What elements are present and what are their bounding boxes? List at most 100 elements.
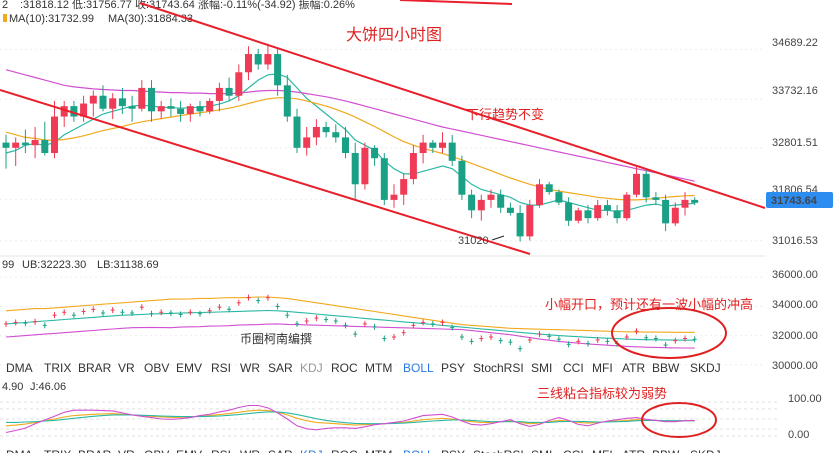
candle-body [274, 54, 282, 86]
tab-bottom-psy[interactable]: PSY [441, 448, 465, 453]
candle-body [254, 54, 262, 65]
candle [21, 129, 29, 154]
tab-bottom-mfi[interactable]: MFI [592, 448, 613, 453]
tab-atr[interactable]: ATR [622, 361, 645, 375]
candle-body [186, 106, 194, 114]
candle-body [332, 132, 340, 138]
candle [138, 80, 146, 112]
candle [322, 121, 330, 138]
tab-roc[interactable]: ROC [331, 361, 358, 375]
tab-emv[interactable]: EMV [176, 361, 202, 375]
tab-bottom-stochrsi[interactable]: StochRSI [473, 448, 524, 453]
tab-bottom-roc[interactable]: ROC [331, 448, 358, 453]
tab-bottom-trix[interactable]: TRIX [44, 448, 71, 453]
tab-dma[interactable]: DMA [6, 361, 33, 375]
candle [235, 64, 243, 101]
tab-bottom-smi[interactable]: SMI [531, 448, 552, 453]
tab-bottom-boll[interactable]: BOLL [403, 448, 434, 453]
ma-line-ma60 [5, 69, 695, 182]
candle [691, 197, 699, 206]
tab-bottom-vr[interactable]: VR [118, 448, 135, 453]
candle [458, 155, 466, 200]
candle [487, 189, 495, 208]
candle-body [409, 153, 417, 180]
candle [351, 142, 359, 200]
header-prefix: 2 [2, 0, 8, 11]
candle [186, 103, 194, 122]
candle-body [371, 147, 379, 159]
candle [332, 124, 340, 143]
tab-bottom-wr[interactable]: WR [240, 448, 260, 453]
ma-line-ma30 [5, 97, 695, 201]
tab-bottom-atr[interactable]: ATR [622, 448, 645, 453]
tab-mtm[interactable]: MTM [365, 361, 392, 375]
candle-body [594, 205, 602, 219]
candle [603, 199, 611, 216]
tab-obv[interactable]: OBV [144, 361, 169, 375]
tab-mfi[interactable]: MFI [592, 361, 613, 375]
tab-skdj[interactable]: SKDJ [690, 361, 721, 375]
tab-trix[interactable]: TRIX [44, 361, 71, 375]
candle-body [448, 142, 456, 161]
tab-bottom-dma[interactable]: DMA [6, 448, 33, 453]
candle-body [283, 85, 291, 117]
kdj-tick-1: 100.00 [788, 393, 822, 405]
tab-bottom-emv[interactable]: EMV [176, 448, 202, 453]
candle [419, 134, 427, 164]
candle [642, 168, 650, 203]
ma30-label: MA(30):31884.33 [108, 13, 193, 25]
tab-bottom-kdj[interactable]: KDJ [300, 448, 323, 453]
candle [274, 48, 282, 96]
candle [681, 192, 689, 216]
candle [545, 181, 553, 195]
tab-wr[interactable]: WR [240, 361, 260, 375]
candle [633, 166, 640, 198]
candle-body [652, 197, 660, 200]
indicator-tabs: DMA TRIX BRAR VR OBV EMV RSI WR SAR KDJ ROC MTM BOLL… [6, 361, 721, 375]
tab-sar[interactable]: SAR [268, 361, 293, 375]
tab-cci[interactable]: CCI [563, 361, 584, 375]
tab-bottom-rsi[interactable]: RSI [211, 448, 231, 453]
tab-bottom-brar[interactable]: BRAR [78, 448, 112, 453]
candle-body [545, 184, 553, 193]
candle [157, 100, 165, 120]
candle [361, 142, 369, 190]
candle-body [691, 199, 699, 203]
candle-body [235, 72, 243, 96]
kdj-j-line [5, 404, 695, 434]
candle-body [303, 137, 311, 148]
main-candles [2, 43, 699, 242]
candle [497, 189, 505, 213]
candle-body [118, 98, 126, 107]
tab-boll[interactable]: BOLL [403, 361, 434, 375]
candle [312, 119, 320, 146]
tab-psy[interactable]: PSY [441, 361, 465, 375]
candle-body [633, 173, 640, 195]
candle-body [51, 116, 58, 154]
tab-bbw[interactable]: BBW [652, 361, 680, 375]
tab-stochrsi[interactable]: StochRSI [473, 361, 524, 375]
candle [215, 82, 223, 112]
tab-kdj[interactable]: KDJ [300, 361, 323, 375]
tab-brar[interactable]: BRAR [78, 361, 112, 375]
ma10-swatch [3, 14, 7, 22]
candle [245, 46, 252, 81]
tab-bottom-cci[interactable]: CCI [563, 448, 584, 453]
tab-vr[interactable]: VR [118, 361, 135, 375]
boll-mb-line [5, 309, 695, 341]
candle-body [681, 199, 689, 208]
kdj-tick-2: 0.00 [788, 429, 809, 441]
tab-rsi[interactable]: RSI [211, 361, 231, 375]
tab-bottom-obv[interactable]: OBV [144, 448, 169, 453]
candle [468, 189, 476, 219]
candle-body [526, 205, 534, 237]
tab-bottom-mtm[interactable]: MTM [365, 448, 392, 453]
candle [555, 189, 563, 206]
tab-bottom-sar[interactable]: SAR [268, 448, 293, 453]
candle-body [574, 210, 582, 221]
tab-smi[interactable]: SMI [531, 361, 552, 375]
tab-bottom-skdj[interactable]: SKDJ [690, 448, 721, 453]
candle-body [623, 194, 631, 219]
tab-bottom-bbw[interactable]: BBW [652, 448, 680, 453]
candle-body [613, 210, 621, 219]
